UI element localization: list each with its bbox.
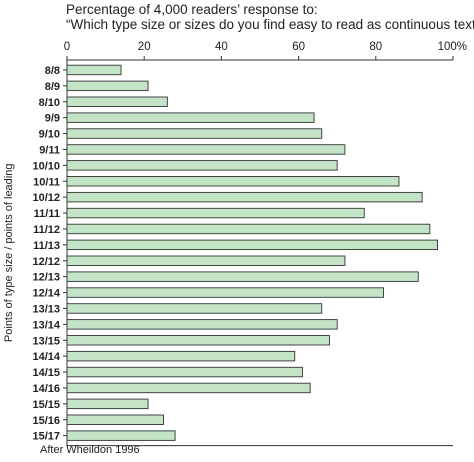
bar-10-10 <box>66 160 338 171</box>
bar-14-14 <box>66 350 296 362</box>
bar-15-17 <box>66 430 176 441</box>
bar-11-12 <box>66 223 431 235</box>
source-note: After Wheildon 1996 <box>40 444 140 456</box>
category-label: 9/9 <box>45 113 60 125</box>
category-label: 8/8 <box>45 65 60 77</box>
category-label: 10/12 <box>32 192 60 204</box>
bar-11-11 <box>66 207 365 219</box>
category-label: 15/17 <box>32 431 60 443</box>
bar-9-10 <box>66 128 323 139</box>
category-label: 12/12 <box>32 256 60 268</box>
category-label: 10/11 <box>33 176 60 188</box>
category-label: 14/15 <box>32 367 60 379</box>
x-tick-label: 20 <box>138 41 151 53</box>
x-tick-label: 60 <box>292 41 305 53</box>
bar-8-10 <box>66 96 168 107</box>
x-tick-label: 80 <box>369 41 382 53</box>
category-label: 11/12 <box>33 224 60 236</box>
category-label: 9/11 <box>39 144 60 156</box>
category-label: 14/14 <box>32 351 60 363</box>
bar-10-11 <box>66 176 400 187</box>
category-label: 8/10 <box>39 97 60 109</box>
bar-14-16 <box>66 382 311 394</box>
bar-9-11 <box>66 144 346 155</box>
bar-8-8 <box>66 64 122 76</box>
bar-12-13 <box>66 271 419 282</box>
category-label: 15/16 <box>32 415 60 427</box>
bar-13-15 <box>66 335 330 346</box>
x-tick-label: 40 <box>215 41 228 53</box>
bar-15-16 <box>66 414 164 425</box>
category-label: 13/15 <box>32 335 60 347</box>
category-label: 12/14 <box>32 288 60 300</box>
bar-14-15 <box>66 366 303 378</box>
category-label: 14/16 <box>32 383 60 395</box>
bar-10-12 <box>66 191 423 203</box>
chart-title: Percentage of 4,000 readers’ response to… <box>66 2 318 17</box>
bar-13-13 <box>66 303 323 314</box>
category-label: 9/10 <box>39 129 60 141</box>
bar-8-9 <box>66 80 149 92</box>
category-label: 11/11 <box>34 208 60 220</box>
y-axis-title: Points of type size / points of leading <box>3 164 15 343</box>
bar-12-14 <box>66 287 384 298</box>
chart-subtitle: “Which type size or sizes do you find ea… <box>66 17 474 32</box>
bar-13-14 <box>66 319 338 330</box>
bar-9-9 <box>66 112 315 123</box>
category-label: 12/13 <box>32 272 60 284</box>
category-label: 13/13 <box>32 303 60 315</box>
bar-12-12 <box>66 255 346 266</box>
x-tick-label: 0 <box>64 41 70 53</box>
category-label: 13/14 <box>32 319 60 331</box>
category-label: 15/15 <box>32 399 60 411</box>
bar-15-15 <box>66 398 149 410</box>
category-label: 11/13 <box>33 240 60 252</box>
bar-11-13 <box>66 239 439 251</box>
category-label: 8/9 <box>45 81 60 93</box>
category-label: 10/10 <box>32 160 60 172</box>
x-tick-label: 100% <box>438 41 467 53</box>
